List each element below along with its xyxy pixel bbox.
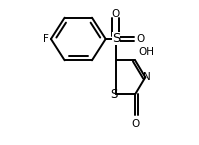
Text: S: S: [111, 88, 118, 101]
Text: F: F: [43, 34, 49, 44]
Text: O: O: [112, 9, 120, 19]
Text: N: N: [143, 72, 151, 82]
Text: O: O: [131, 119, 139, 129]
Text: OH: OH: [139, 47, 154, 57]
Text: S: S: [112, 32, 120, 46]
Text: O: O: [137, 34, 145, 44]
